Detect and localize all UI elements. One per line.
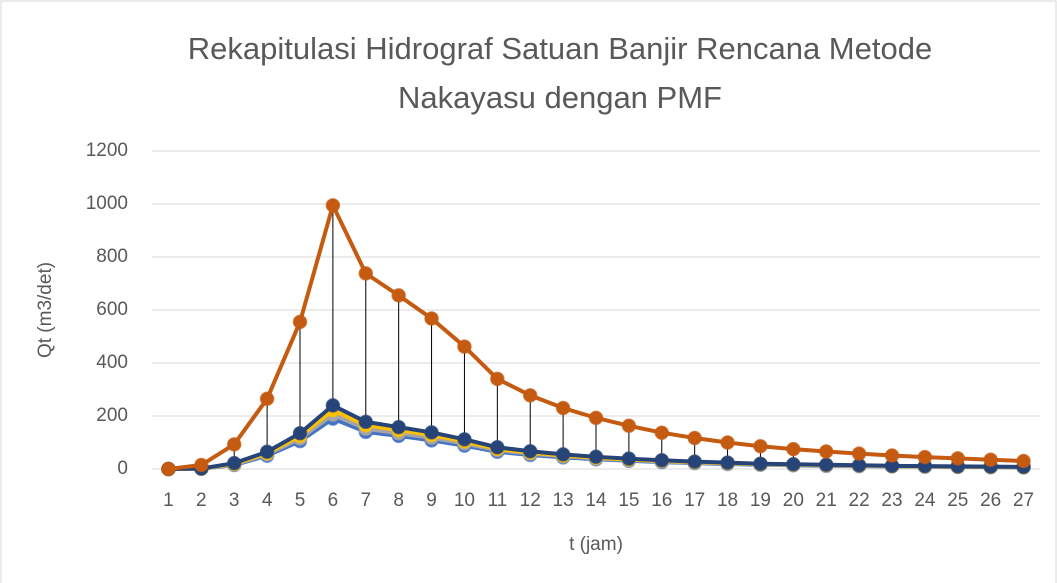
marker xyxy=(753,456,768,471)
x-tick-label: 27 xyxy=(1013,490,1034,511)
marker xyxy=(983,452,998,467)
x-tick-label: 15 xyxy=(618,490,639,511)
x-tick-label: 23 xyxy=(881,490,902,511)
marker xyxy=(292,314,308,330)
marker xyxy=(325,198,341,213)
x-tick-label: 16 xyxy=(651,490,672,511)
x-tick-label: 1 xyxy=(163,490,174,511)
marker xyxy=(358,414,374,430)
marker xyxy=(786,441,801,457)
marker xyxy=(588,410,604,426)
marker xyxy=(818,444,834,459)
marker xyxy=(786,456,801,472)
marker xyxy=(654,453,670,468)
marker xyxy=(358,266,374,281)
marker xyxy=(226,437,242,452)
y-tick-label: 1200 xyxy=(86,140,128,161)
x-tick-label: 6 xyxy=(328,490,339,511)
y-tick-label: 1000 xyxy=(86,193,128,214)
x-tick-label: 7 xyxy=(360,490,371,511)
marker xyxy=(325,398,341,413)
marker xyxy=(161,461,176,477)
marker xyxy=(457,432,472,447)
marker xyxy=(818,457,834,473)
x-tick-label: 21 xyxy=(816,490,837,511)
x-tick-label: 2 xyxy=(196,490,207,511)
x-tick-label: 20 xyxy=(783,490,804,511)
marker xyxy=(259,444,275,460)
y-tick-label: 600 xyxy=(96,299,128,320)
marker xyxy=(1016,453,1031,469)
x-tick-label: 4 xyxy=(262,490,273,511)
marker xyxy=(292,425,308,441)
marker xyxy=(424,425,439,440)
x-tick-label: 11 xyxy=(487,490,507,511)
marker xyxy=(753,438,768,454)
x-tick-label: 8 xyxy=(393,490,404,511)
x-tick-label: 10 xyxy=(454,490,475,511)
marker xyxy=(555,447,571,462)
marker xyxy=(259,391,275,407)
marker xyxy=(391,288,406,303)
chart-title: Rekapitulasi Hidrograf Satuan Banjir Ren… xyxy=(187,31,933,115)
x-tick-label: 26 xyxy=(980,490,1001,511)
marker xyxy=(194,457,209,473)
x-tick-label: 5 xyxy=(295,490,306,511)
marker xyxy=(621,451,637,466)
marker xyxy=(391,419,406,435)
x-axis-title: t (jam) xyxy=(569,534,623,555)
x-tick-label: 13 xyxy=(553,490,574,511)
marker xyxy=(950,451,966,466)
x-tick-label: 9 xyxy=(426,490,437,511)
marker xyxy=(490,371,505,387)
marker xyxy=(884,448,900,463)
x-tick-label: 3 xyxy=(229,490,240,511)
x-tick-label: 24 xyxy=(914,490,936,511)
marker xyxy=(654,425,670,440)
x-tick-label: 18 xyxy=(717,490,738,511)
marker xyxy=(917,449,933,465)
marker xyxy=(621,418,637,434)
y-tick-label: 400 xyxy=(96,352,128,373)
x-tick-label: 12 xyxy=(520,490,541,511)
marker xyxy=(687,454,702,469)
y-tick-label: 0 xyxy=(117,458,128,479)
marker xyxy=(522,443,538,459)
y-tick-label: 200 xyxy=(96,405,128,426)
marker xyxy=(687,430,702,446)
marker xyxy=(457,339,472,354)
y-axis-title: Qt (m3/det) xyxy=(35,262,56,358)
marker xyxy=(851,446,867,461)
marker xyxy=(424,311,439,326)
y-tick-label: 800 xyxy=(96,246,128,267)
x-tick-label: 25 xyxy=(947,490,968,511)
marker xyxy=(588,449,604,465)
marker xyxy=(720,455,735,470)
x-tick-label: 22 xyxy=(849,490,870,511)
x-tick-label: 14 xyxy=(585,490,607,511)
marker xyxy=(522,388,538,403)
marker xyxy=(720,435,735,450)
marker xyxy=(555,400,571,416)
x-tick-label: 19 xyxy=(750,490,771,511)
marker xyxy=(490,440,505,455)
x-tick-label: 17 xyxy=(684,490,705,511)
marker xyxy=(226,455,242,471)
